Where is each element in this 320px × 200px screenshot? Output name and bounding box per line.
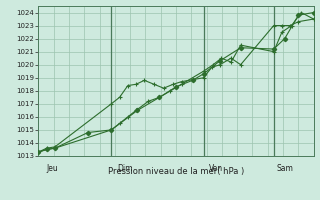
X-axis label: Pression niveau de la mer( hPa ): Pression niveau de la mer( hPa ) [108, 167, 244, 176]
Text: Jeu: Jeu [47, 164, 59, 173]
Text: Sam: Sam [276, 164, 293, 173]
Text: Ven: Ven [209, 164, 223, 173]
Text: Dim: Dim [117, 164, 132, 173]
